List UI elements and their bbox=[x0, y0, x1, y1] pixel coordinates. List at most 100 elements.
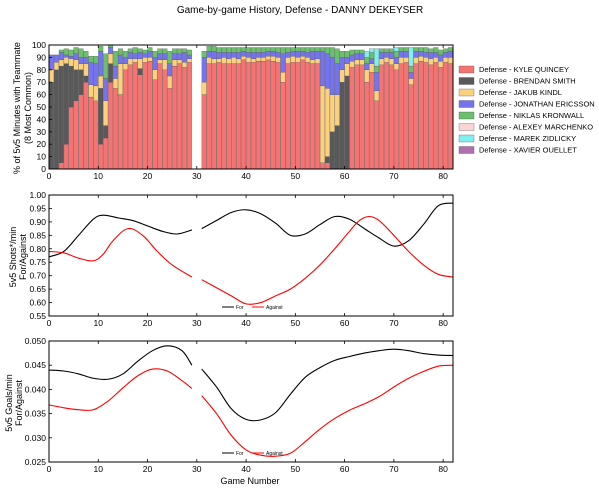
shots-ylabel-line1: 5v5 Shots*/min bbox=[8, 227, 18, 288]
partner-bar-segment bbox=[423, 47, 429, 53]
shots-ytick-label: 0.60 bbox=[29, 298, 46, 308]
goals-against-line-left bbox=[48, 368, 193, 412]
shots-ytick-label: 0.90 bbox=[29, 217, 46, 227]
partner-bar-segment bbox=[280, 82, 286, 170]
partner-bar-segment bbox=[206, 57, 212, 64]
legend-entry: Defense - KYLE QUINCEY bbox=[479, 65, 569, 74]
partner-bar-segment bbox=[186, 54, 192, 59]
partner-bar-segment bbox=[211, 58, 217, 64]
xtick-label: 40 bbox=[241, 318, 251, 328]
xtick-label: 40 bbox=[241, 464, 251, 474]
partner-bar-segment bbox=[142, 57, 148, 63]
partner-bar-segment bbox=[98, 144, 104, 170]
partner-bar-segment bbox=[201, 57, 207, 83]
partner-bar-segment bbox=[393, 47, 399, 52]
partner-bar-segment bbox=[73, 53, 79, 61]
xtick-label: 50 bbox=[291, 464, 301, 474]
partner-bar-segment bbox=[310, 63, 316, 170]
partner-bar-segment bbox=[162, 48, 168, 54]
partner-bar-segment bbox=[137, 58, 143, 69]
partner-bar-segment bbox=[329, 57, 335, 95]
partner-bar-segment bbox=[88, 96, 94, 170]
partner-bar-segment bbox=[320, 85, 325, 163]
partner-bar-segment bbox=[108, 82, 114, 170]
xtick-label: 10 bbox=[94, 464, 104, 474]
partner-bar-segment bbox=[408, 84, 414, 170]
xtick-label: 0 bbox=[47, 171, 52, 181]
partner-bar-segment bbox=[428, 48, 434, 53]
partner-bar-segment bbox=[423, 62, 429, 170]
xtick-label: 30 bbox=[192, 464, 202, 474]
partner-bar-segment bbox=[216, 52, 222, 59]
partner-bar-segment bbox=[349, 60, 355, 68]
partner-bar-segment bbox=[63, 57, 69, 64]
partner-bar-segment bbox=[334, 94, 340, 126]
partner-bar-segment bbox=[231, 57, 237, 64]
partner-bar-segment bbox=[379, 48, 384, 53]
partner-bar-segment bbox=[147, 47, 153, 52]
partner-bar-segment bbox=[344, 57, 350, 64]
partner-bar-segment bbox=[251, 47, 256, 53]
partner-bar-segment bbox=[320, 47, 325, 52]
shots-against-line-left bbox=[48, 227, 193, 278]
partner-bar-segment bbox=[49, 82, 54, 170]
partner-bar-segment bbox=[157, 63, 163, 170]
partners-ytick-label: 80 bbox=[37, 65, 47, 75]
partners-ytick-label: 10 bbox=[37, 152, 47, 162]
xtick-label: 20 bbox=[143, 171, 153, 181]
shots-against-line-right bbox=[201, 215, 454, 305]
partner-bar-segment bbox=[201, 82, 207, 95]
partner-bar-segment bbox=[398, 47, 404, 52]
partner-bar-segment bbox=[265, 56, 271, 61]
partner-bar-segment bbox=[182, 67, 187, 170]
partner-bar-segment bbox=[265, 51, 271, 57]
partners-ytick-label: 20 bbox=[37, 139, 47, 149]
partner-bar-segment bbox=[78, 63, 84, 70]
x-axis-label: Game Number bbox=[220, 476, 279, 486]
partner-bar-segment bbox=[98, 75, 104, 89]
partners-ytick-label: 100 bbox=[32, 40, 46, 50]
partner-bar-segment bbox=[127, 48, 133, 53]
partner-bar-segment bbox=[324, 53, 330, 89]
goals-ylabel-line2: For/Against bbox=[14, 379, 24, 426]
partner-bar-segment bbox=[344, 63, 350, 77]
partner-bar-segment bbox=[270, 47, 276, 52]
partner-bar-segment bbox=[280, 47, 286, 54]
partner-bar-segment bbox=[270, 56, 276, 62]
partner-bar-segment bbox=[251, 62, 256, 170]
partner-bar-segment bbox=[127, 52, 133, 59]
goals-panel: 5v5 Goals/min For/Against 0.025 0.030 0.03… bbox=[4, 336, 454, 474]
partner-bar-segment bbox=[443, 57, 449, 63]
partner-bar-segment bbox=[315, 47, 320, 52]
goals-ytick-label: 0.045 bbox=[25, 360, 47, 370]
partner-bar-segment bbox=[177, 63, 182, 170]
partner-bar-segment bbox=[433, 52, 439, 58]
xtick-label: 60 bbox=[340, 318, 350, 328]
partner-bar-segment bbox=[88, 84, 94, 98]
shots-ytick-label: 1.00 bbox=[29, 190, 46, 200]
partner-bar-segment bbox=[162, 53, 168, 61]
partner-bar-segment bbox=[285, 63, 291, 170]
partner-bar-segment bbox=[98, 88, 104, 145]
partners-ytick-label: 90 bbox=[37, 52, 47, 62]
partner-bar-segment bbox=[216, 62, 222, 170]
partner-bar-segment bbox=[103, 137, 109, 170]
partner-bar-segment bbox=[364, 51, 370, 58]
partner-bar-segment bbox=[413, 47, 419, 52]
partner-bar-segment bbox=[113, 65, 118, 79]
partner-bar-segment bbox=[182, 62, 187, 68]
partner-bar-segment bbox=[113, 88, 118, 170]
partner-bar-segment bbox=[290, 62, 296, 170]
partner-bar-segment bbox=[49, 69, 54, 83]
partner-bar-segment bbox=[275, 57, 281, 63]
partner-bar-segment bbox=[374, 90, 380, 101]
partners-ylabel-line2: (8 Most Common) bbox=[23, 72, 33, 144]
partner-bar-segment bbox=[324, 47, 330, 54]
partner-bar-segment bbox=[172, 65, 178, 170]
partner-bar-segment bbox=[448, 63, 453, 170]
partner-bar-segment bbox=[433, 47, 439, 53]
partner-bar-segment bbox=[186, 58, 192, 63]
legend-swatch bbox=[458, 134, 475, 143]
xtick-label: 0 bbox=[47, 464, 52, 474]
